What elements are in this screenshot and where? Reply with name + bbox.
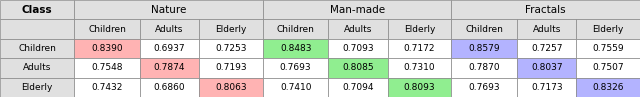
Text: Nature: Nature (151, 5, 186, 15)
Text: 0.8326: 0.8326 (593, 83, 624, 92)
Bar (388, 78, 451, 97)
Bar (263, 19, 328, 39)
Bar (388, 58, 451, 78)
Text: 0.8579: 0.8579 (468, 44, 500, 53)
Bar (328, 39, 388, 58)
Text: 0.7310: 0.7310 (404, 63, 435, 72)
Text: Children: Children (276, 25, 315, 34)
Bar (0, 58, 74, 78)
Bar (0, 0, 74, 19)
Bar (577, 58, 640, 78)
Text: Children: Children (18, 44, 56, 53)
Text: 0.8085: 0.8085 (342, 63, 374, 72)
Bar (388, 19, 451, 39)
Text: Adults: Adults (23, 63, 51, 72)
Text: Elderly: Elderly (21, 83, 52, 92)
Bar (517, 78, 577, 97)
Text: 0.7507: 0.7507 (593, 63, 624, 72)
Bar (263, 58, 328, 78)
Text: 0.7693: 0.7693 (280, 63, 312, 72)
Text: Elderly: Elderly (404, 25, 435, 34)
Text: Children: Children (88, 25, 126, 34)
Bar (74, 58, 140, 78)
Bar (451, 78, 517, 97)
Bar (199, 58, 263, 78)
Bar (199, 19, 263, 39)
Bar (140, 39, 199, 58)
Bar (199, 78, 263, 97)
Text: 0.8037: 0.8037 (531, 63, 563, 72)
Bar (140, 58, 199, 78)
Text: 0.6860: 0.6860 (154, 83, 186, 92)
Bar (74, 19, 140, 39)
Bar (517, 39, 577, 58)
Bar (328, 58, 388, 78)
Bar (577, 19, 640, 39)
Bar (263, 0, 451, 19)
Text: Children: Children (465, 25, 503, 34)
Bar (0, 19, 74, 39)
Text: Adults: Adults (532, 25, 561, 34)
Bar (263, 78, 328, 97)
Bar (74, 39, 140, 58)
Text: 0.7548: 0.7548 (92, 63, 123, 72)
Text: 0.7094: 0.7094 (342, 83, 374, 92)
Text: Elderly: Elderly (215, 25, 246, 34)
Text: 0.8063: 0.8063 (215, 83, 247, 92)
Text: 0.7432: 0.7432 (92, 83, 123, 92)
Text: 0.7253: 0.7253 (215, 44, 247, 53)
Bar (451, 19, 517, 39)
Text: 0.7874: 0.7874 (154, 63, 186, 72)
Bar (0, 78, 74, 97)
Text: 0.7193: 0.7193 (215, 63, 247, 72)
Text: 0.7693: 0.7693 (468, 83, 500, 92)
Text: 0.8093: 0.8093 (404, 83, 435, 92)
Text: 0.8390: 0.8390 (92, 44, 123, 53)
Bar (388, 39, 451, 58)
Bar (517, 19, 577, 39)
Bar (74, 0, 263, 19)
Text: Elderly: Elderly (593, 25, 624, 34)
Bar (328, 78, 388, 97)
Text: 0.7173: 0.7173 (531, 83, 563, 92)
Bar (451, 58, 517, 78)
Text: Man-made: Man-made (330, 5, 385, 15)
Bar (577, 39, 640, 58)
Bar (140, 78, 199, 97)
Text: Adults: Adults (156, 25, 184, 34)
Bar (517, 58, 577, 78)
Text: 0.7257: 0.7257 (531, 44, 563, 53)
Bar (140, 19, 199, 39)
Bar (0, 39, 74, 58)
Bar (199, 39, 263, 58)
Text: Class: Class (22, 5, 52, 15)
Text: 0.8483: 0.8483 (280, 44, 312, 53)
Text: 0.7410: 0.7410 (280, 83, 312, 92)
Bar (451, 39, 517, 58)
Text: Fractals: Fractals (525, 5, 566, 15)
Text: 0.6937: 0.6937 (154, 44, 186, 53)
Bar (263, 39, 328, 58)
Text: 0.7870: 0.7870 (468, 63, 500, 72)
Text: 0.7559: 0.7559 (593, 44, 624, 53)
Text: 0.7093: 0.7093 (342, 44, 374, 53)
Text: Adults: Adults (344, 25, 372, 34)
Bar (74, 78, 140, 97)
Bar (328, 19, 388, 39)
Text: 0.7172: 0.7172 (404, 44, 435, 53)
Bar (451, 0, 640, 19)
Bar (577, 78, 640, 97)
